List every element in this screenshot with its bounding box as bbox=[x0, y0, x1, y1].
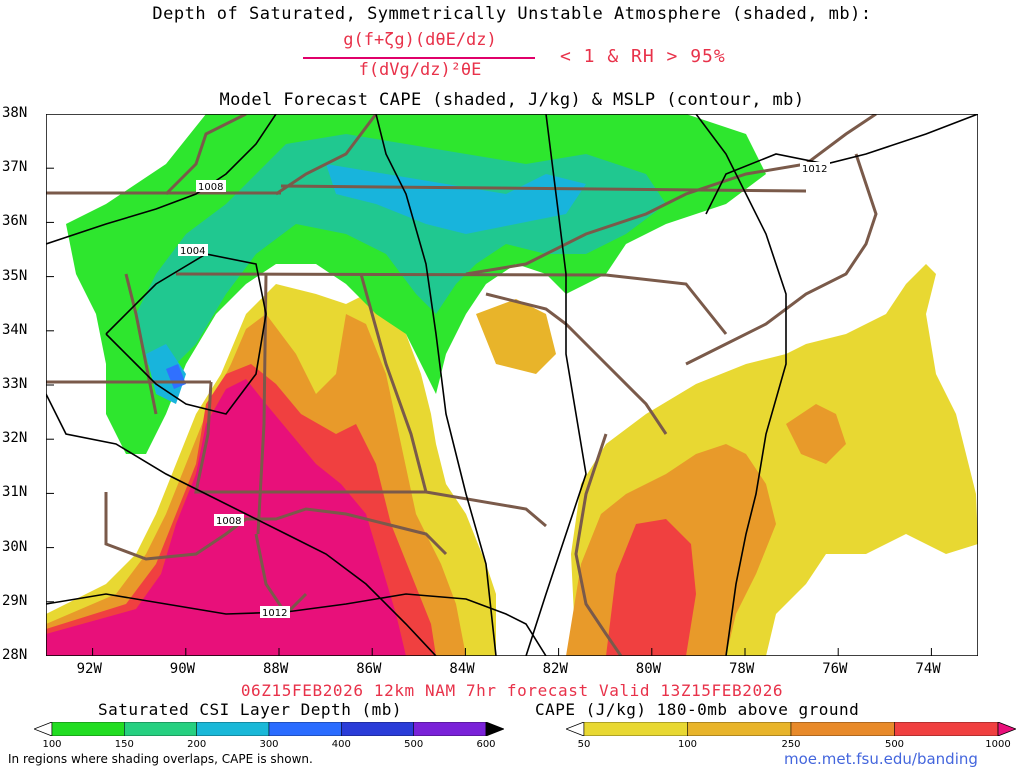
lat-label: 31N bbox=[2, 484, 28, 501]
colorbar-segment bbox=[124, 722, 197, 736]
csi-cyan bbox=[326, 164, 586, 234]
colorbar-segment bbox=[583, 722, 688, 736]
colorbar-segment bbox=[790, 722, 895, 736]
lat-label: 36N bbox=[2, 213, 28, 230]
colorbar-segment bbox=[51, 722, 125, 736]
isobar-label-group: 1008 1004 1008 1012 1012 bbox=[178, 162, 830, 619]
lat-label: 28N bbox=[2, 647, 28, 663]
lon-label: 90W bbox=[169, 661, 196, 677]
csi-legend-title: Saturated CSI Layer Depth (mb) bbox=[98, 700, 402, 719]
lat-label: 32N bbox=[2, 430, 28, 447]
credit-link[interactable]: moe.met.fsu.edu/banding bbox=[784, 750, 978, 768]
colorbar-segment bbox=[341, 722, 414, 736]
colorbar-tick-label: 100 bbox=[677, 739, 698, 750]
lon-label: 78W bbox=[729, 661, 755, 677]
lon-label: 74W bbox=[915, 661, 941, 677]
colorbar-segment bbox=[413, 722, 487, 736]
csi-cyan-2 bbox=[146, 344, 186, 404]
colorbar-tick-label: 400 bbox=[331, 739, 351, 750]
title-line-3: Model Forecast CAPE (shaded, J/kg) & MSL… bbox=[219, 90, 805, 110]
isobar-label: 1012 bbox=[262, 608, 287, 619]
isobar-label: 1008 bbox=[198, 182, 223, 193]
colorbar-tick-label: 300 bbox=[259, 739, 279, 750]
lon-label: 84W bbox=[449, 661, 475, 677]
colorbar-right-triangle bbox=[485, 722, 504, 736]
cape-red-se bbox=[606, 519, 696, 656]
cape-colorbar bbox=[566, 722, 1016, 736]
colorbar-tick-label: 150 bbox=[114, 739, 134, 750]
colorbar-tick-label: 250 bbox=[781, 739, 801, 750]
colorbar-right-triangle bbox=[997, 722, 1016, 736]
forecast-map: 1008 1004 1008 1012 1012 bbox=[46, 114, 978, 656]
lon-label: 76W bbox=[822, 661, 848, 677]
formula-fraction-bar bbox=[303, 57, 535, 59]
isobars bbox=[46, 114, 978, 656]
csi-colorbar bbox=[34, 722, 504, 736]
colorbar-segment bbox=[687, 722, 792, 736]
lon-label: 88W bbox=[263, 661, 289, 677]
lat-label: 33N bbox=[2, 376, 28, 392]
colorbar-tick-label: 50 bbox=[577, 739, 591, 750]
lat-label: 35N bbox=[2, 267, 28, 284]
lat-label: 37N bbox=[2, 159, 28, 176]
title-line-1: Depth of Saturated, Symmetrically Unstab… bbox=[152, 4, 872, 24]
axis-ticks bbox=[46, 114, 932, 656]
colorbar-tick-label: 600 bbox=[476, 739, 496, 750]
overlap-note: In regions where shading overlaps, CAPE … bbox=[8, 752, 313, 766]
lat-label: 34N bbox=[2, 321, 28, 338]
colorbar-tick-label: 100 bbox=[42, 739, 62, 750]
colorbar-left-triangle bbox=[566, 722, 585, 736]
isobar-label: 1004 bbox=[180, 246, 205, 257]
formula-condition: < 1 & RH > 95% bbox=[560, 46, 726, 67]
lon-label: 80W bbox=[635, 661, 662, 677]
colorbar-tick-label: 200 bbox=[187, 739, 207, 750]
colorbar-segment bbox=[894, 722, 999, 736]
lat-label: 30N bbox=[2, 538, 28, 555]
formula-denominator: f(dVg/dz)²θE bbox=[358, 60, 482, 80]
lon-label: 92W bbox=[76, 661, 102, 677]
lon-label: 86W bbox=[356, 661, 382, 677]
colorbar-segment bbox=[196, 722, 270, 736]
colorbar-tick-label: 500 bbox=[884, 739, 905, 750]
colorbar-segment bbox=[268, 722, 342, 736]
cape-orange-central bbox=[476, 299, 556, 374]
formula-numerator: g(f+ζg)(dθE/dz) bbox=[343, 30, 497, 50]
colorbar-left-triangle bbox=[34, 722, 53, 736]
state-borders bbox=[46, 114, 878, 656]
isobar-label: 1008 bbox=[216, 516, 241, 527]
lon-label: 82W bbox=[542, 661, 568, 677]
cape-legend-title: CAPE (J/kg) 180-0mb above ground bbox=[535, 700, 860, 719]
isobar-label: 1012 bbox=[802, 164, 827, 175]
colorbar-tick-label: 1000 bbox=[985, 739, 1011, 750]
forecast-valid-line: 06Z15FEB2026 12km NAM 7hr forecast Valid… bbox=[240, 681, 784, 700]
colorbar-tick-label: 500 bbox=[404, 739, 424, 750]
lat-label: 29N bbox=[2, 592, 28, 609]
lat-label: 38N bbox=[2, 105, 28, 121]
cape-orange-se2 bbox=[786, 404, 846, 464]
